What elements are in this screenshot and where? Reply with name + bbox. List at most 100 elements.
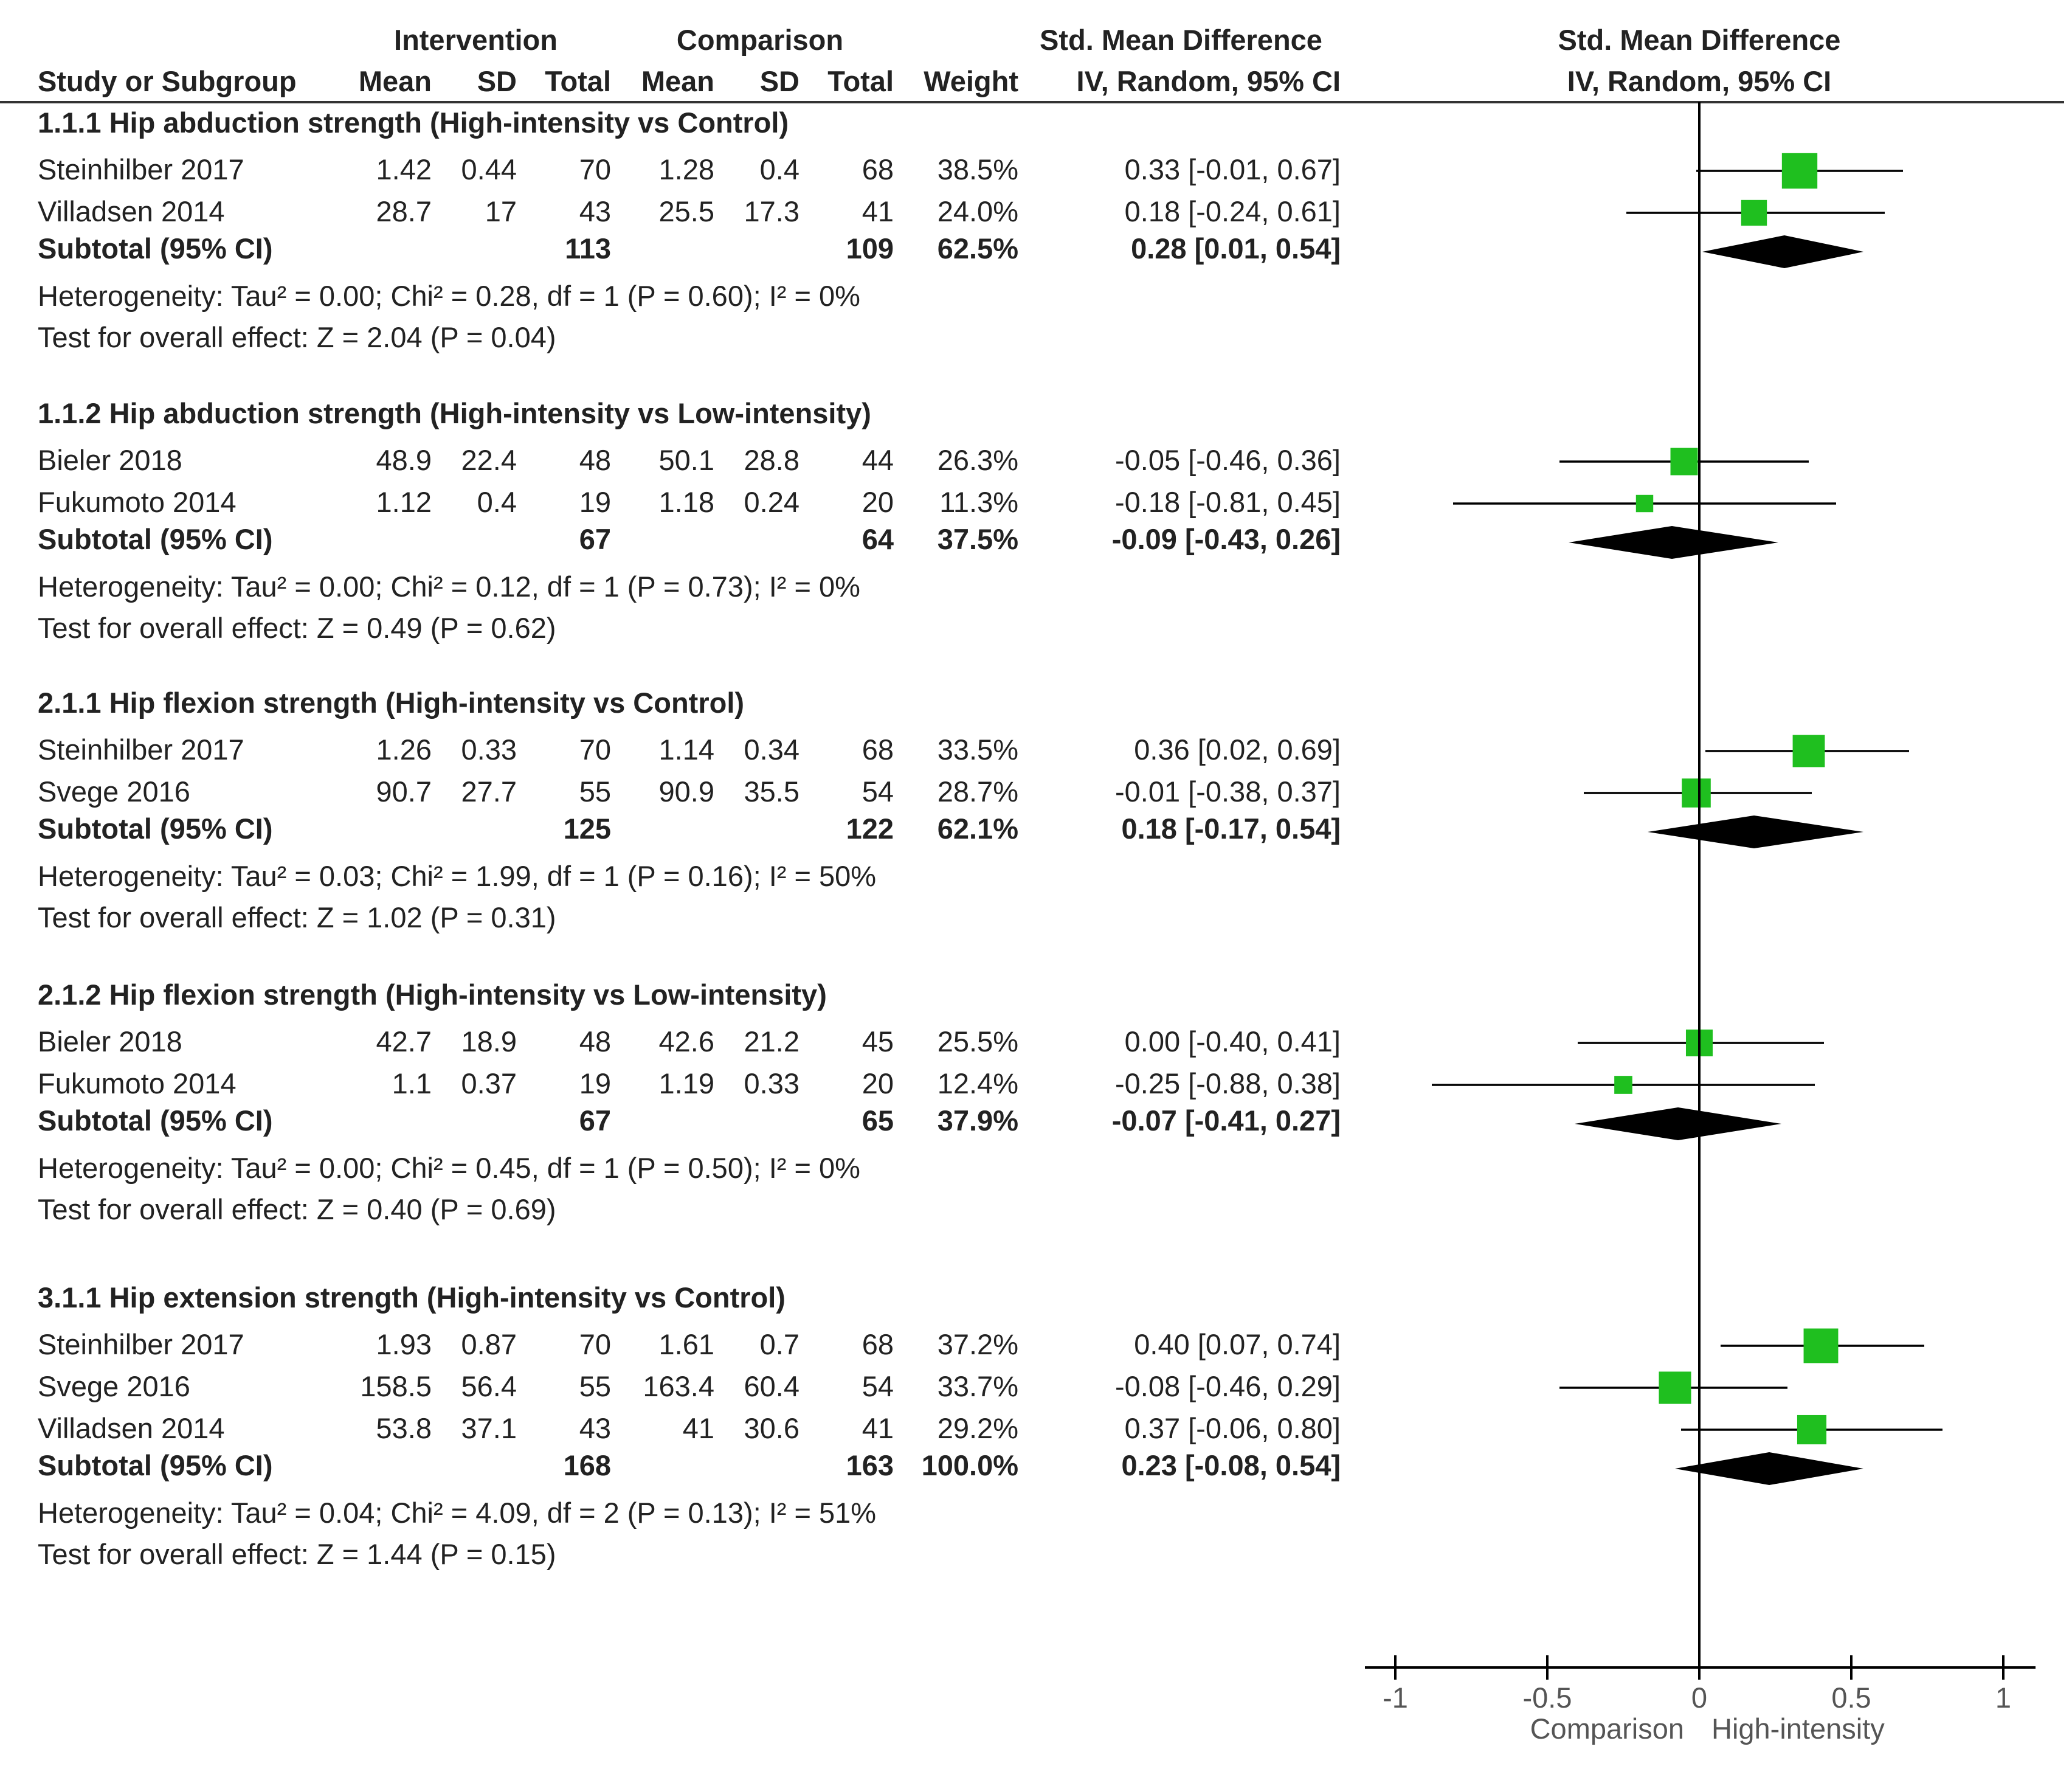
study-weight: 26.3% — [937, 444, 1018, 476]
subtotal-cmp-total: 65 — [862, 1104, 894, 1137]
subtotal-diamond — [1648, 815, 1863, 848]
subgroup-title: 1.1.1 Hip abduction strength (High-inten… — [38, 106, 789, 139]
study-cmp-total: 68 — [862, 153, 894, 185]
subtotal-cmp-total: 64 — [862, 523, 894, 555]
study-name: Villadsen 2014 — [38, 1412, 225, 1444]
study-cmp-mean: 41 — [682, 1412, 714, 1444]
study-weight: 33.7% — [937, 1370, 1018, 1402]
study-int-sd: 0.87 — [461, 1328, 517, 1360]
study-weight: 12.4% — [937, 1067, 1018, 1099]
subtotal-cmp-total: 122 — [846, 812, 894, 845]
study-cmp-mean: 25.5 — [658, 195, 714, 227]
study-cmp-total: 68 — [862, 1328, 894, 1360]
subtotal-ci: -0.09 [-0.43, 0.26] — [1111, 523, 1341, 555]
study-ci-text: 0.37 [-0.06, 0.80] — [1124, 1412, 1341, 1444]
study-cmp-total: 45 — [862, 1025, 894, 1058]
study-int-total: 19 — [579, 1067, 611, 1099]
study-int-total: 55 — [579, 775, 611, 808]
study-int-mean: 53.8 — [376, 1412, 432, 1444]
study-int-sd: 0.37 — [461, 1067, 517, 1099]
study-int-total: 43 — [579, 195, 611, 227]
study-cmp-mean: 90.9 — [658, 775, 714, 808]
subtotal-weight: 62.5% — [937, 232, 1018, 265]
study-cmp-total: 20 — [862, 486, 894, 518]
study-int-sd: 37.1 — [461, 1412, 517, 1444]
study-cmp-total: 20 — [862, 1067, 894, 1099]
study-int-total: 48 — [579, 1025, 611, 1058]
study-int-sd: 56.4 — [461, 1370, 517, 1402]
subtotal-diamond — [1675, 1452, 1863, 1485]
header-int-total: Total — [545, 65, 611, 97]
x-label-comparison: Comparison — [1530, 1712, 1684, 1745]
study-name: Steinhilber 2017 — [38, 153, 244, 185]
study-cmp-total: 44 — [862, 444, 894, 476]
study-weight: 29.2% — [937, 1412, 1018, 1444]
study-cmp-total: 54 — [862, 1370, 894, 1402]
header-cmp-total: Total — [827, 65, 894, 97]
study-name: Fukumoto 2014 — [38, 1067, 237, 1099]
study-int-sd: 18.9 — [461, 1025, 517, 1058]
study-cmp-total: 54 — [862, 775, 894, 808]
study-int-mean: 1.93 — [376, 1328, 432, 1360]
study-ci-text: 0.33 [-0.01, 0.67] — [1124, 153, 1341, 185]
study-ci-text: 0.18 [-0.24, 0.61] — [1124, 195, 1341, 227]
effect-square — [1670, 448, 1698, 476]
subtotal-weight: 37.5% — [937, 523, 1018, 555]
subtotal-ci: 0.28 [0.01, 0.54] — [1131, 232, 1341, 265]
study-int-total: 43 — [579, 1412, 611, 1444]
header-study: Study or Subgroup — [38, 65, 297, 97]
effect-square — [1614, 1076, 1632, 1094]
header-cmp-mean: Mean — [641, 65, 714, 97]
subtotal-ci: 0.18 [-0.17, 0.54] — [1121, 812, 1341, 845]
subtotal-weight: 100.0% — [921, 1449, 1018, 1481]
header-int-sd: SD — [477, 65, 517, 97]
subtotal-ci: 0.23 [-0.08, 0.54] — [1121, 1449, 1341, 1481]
study-name: Steinhilber 2017 — [38, 733, 244, 766]
subtotal-diamond — [1702, 235, 1863, 268]
study-int-mean: 1.42 — [376, 153, 432, 185]
subtotal-label: Subtotal (95% CI) — [38, 1104, 273, 1137]
study-int-mean: 1.1 — [392, 1067, 432, 1099]
x-tick-label: 1 — [1995, 1681, 2012, 1714]
study-ci-text: -0.08 [-0.46, 0.29] — [1114, 1370, 1341, 1402]
subgroup-title: 2.1.2 Hip flexion strength (High-intensi… — [38, 978, 827, 1011]
header-ci-method-plot: IV, Random, 95% CI — [1567, 65, 1832, 97]
study-cmp-sd: 0.4 — [759, 153, 799, 185]
header-smd-plot: Std. Mean Difference — [1558, 24, 1841, 56]
study-int-mean: 1.26 — [376, 733, 432, 766]
heterogeneity-text: Heterogeneity: Tau² = 0.00; Chi² = 0.45,… — [38, 1152, 860, 1184]
study-cmp-mean: 1.18 — [658, 486, 714, 518]
effect-square — [1781, 153, 1818, 189]
overall-effect-text: Test for overall effect: Z = 0.40 (P = 0… — [38, 1193, 556, 1225]
subtotal-label: Subtotal (95% CI) — [38, 1449, 273, 1481]
study-cmp-mean: 1.14 — [658, 733, 714, 766]
study-cmp-sd: 0.34 — [744, 733, 799, 766]
heterogeneity-text: Heterogeneity: Tau² = 0.03; Chi² = 1.99,… — [38, 860, 877, 892]
overall-effect-text: Test for overall effect: Z = 2.04 (P = 0… — [38, 321, 556, 353]
study-name: Bieler 2018 — [38, 444, 182, 476]
subtotal-int-total: 125 — [563, 812, 611, 845]
x-tick-label: 0.5 — [1831, 1681, 1871, 1714]
x-label-high-intensity: High-intensity — [1711, 1712, 1885, 1745]
effect-square — [1682, 778, 1711, 808]
study-weight: 25.5% — [937, 1025, 1018, 1058]
study-int-total: 55 — [579, 1370, 611, 1402]
study-cmp-total: 41 — [862, 1412, 894, 1444]
study-ci-text: 0.40 [0.07, 0.74] — [1134, 1328, 1341, 1360]
subgroup-title: 3.1.1 Hip extension strength (High-inten… — [38, 1281, 786, 1314]
heterogeneity-text: Heterogeneity: Tau² = 0.04; Chi² = 4.09,… — [38, 1497, 877, 1529]
subtotal-weight: 62.1% — [937, 812, 1018, 845]
header-smd-table: Std. Mean Difference — [1040, 24, 1322, 56]
study-name: Villadsen 2014 — [38, 195, 225, 227]
study-cmp-sd: 17.3 — [744, 195, 799, 227]
study-cmp-sd: 0.33 — [744, 1067, 799, 1099]
header-cmp-sd: SD — [759, 65, 799, 97]
subgroup-title: 2.1.1 Hip flexion strength (High-intensi… — [38, 687, 745, 719]
study-ci-text: 0.36 [0.02, 0.69] — [1134, 733, 1341, 766]
subtotal-int-total: 67 — [579, 523, 611, 555]
study-weight: 37.2% — [937, 1328, 1018, 1360]
subtotal-diamond — [1569, 526, 1778, 559]
study-cmp-sd: 30.6 — [744, 1412, 799, 1444]
study-name: Fukumoto 2014 — [38, 486, 237, 518]
